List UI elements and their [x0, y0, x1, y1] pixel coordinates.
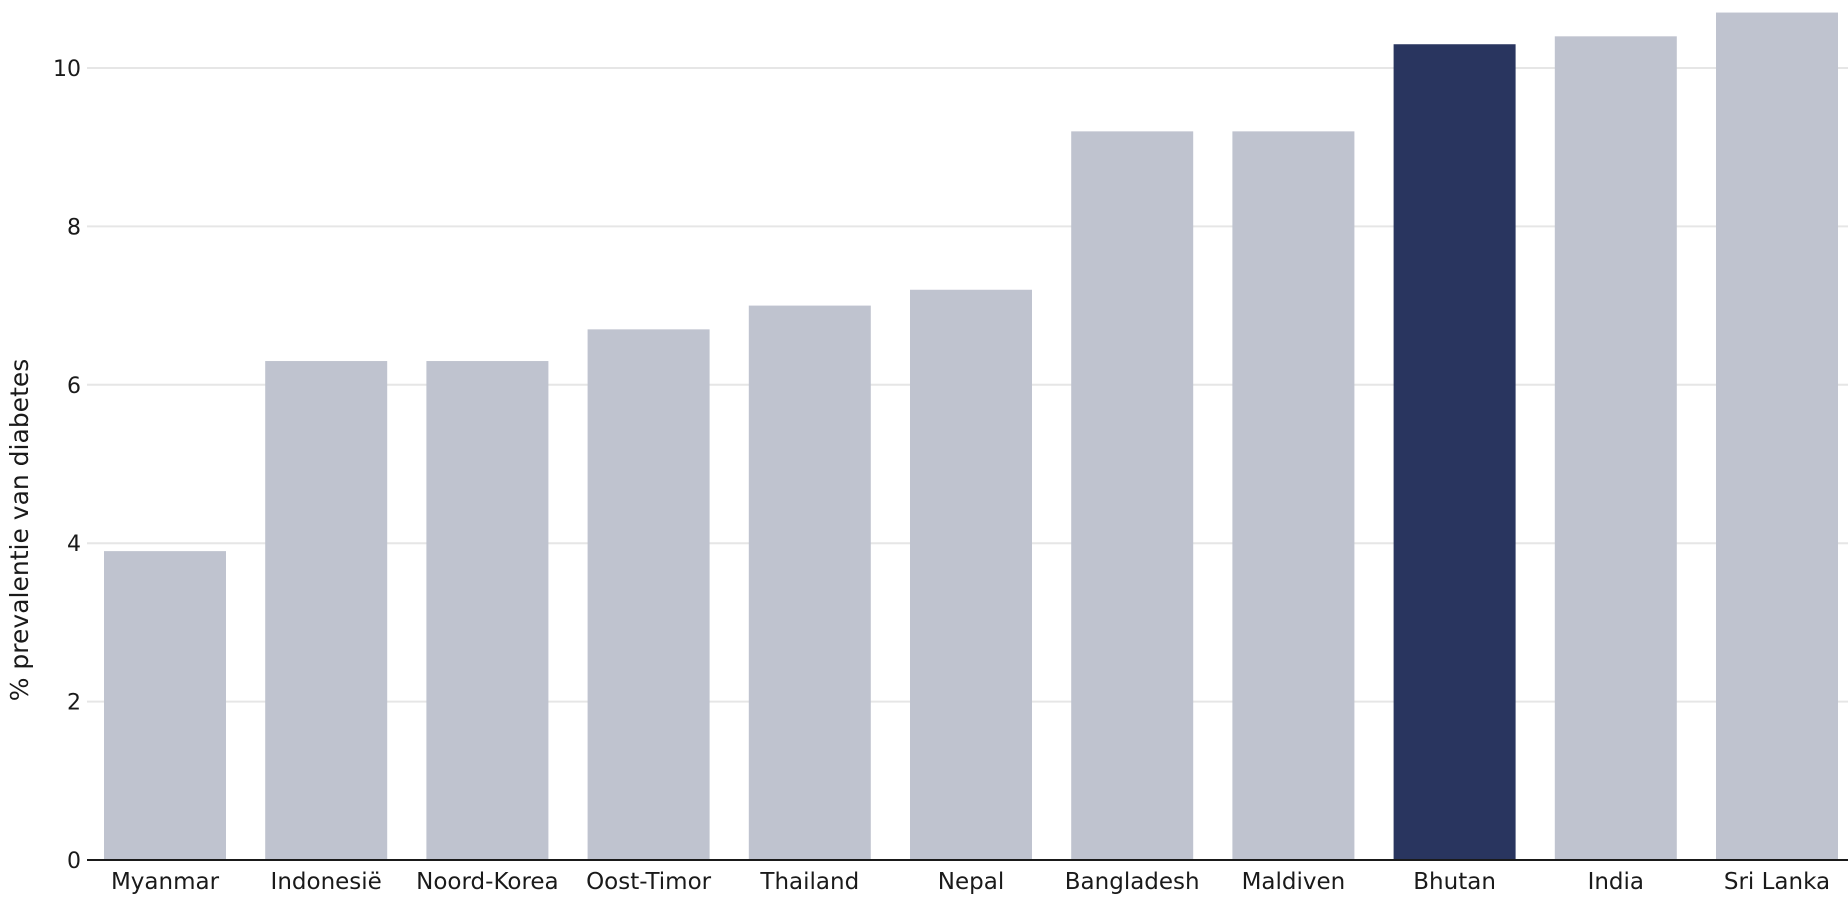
category-label-indonesie: Indonesië [271, 869, 382, 895]
bar-noord-korea [426, 361, 549, 860]
bar-india [1554, 36, 1677, 860]
y-tick-label: 0 [67, 849, 81, 874]
category-label-maldiven: Maldiven [1242, 869, 1346, 895]
y-tick-label: 8 [67, 215, 81, 240]
bar-thailand [748, 305, 871, 861]
category-label-noord-korea: Noord-Korea [416, 869, 559, 895]
category-label-sri-lanka: Sri Lanka [1724, 869, 1830, 895]
y-tick-label: 2 [67, 691, 81, 716]
category-label-nepal: Nepal [938, 869, 1004, 895]
y-tick-label: 6 [67, 374, 81, 399]
bar-nepal [910, 289, 1032, 860]
category-label-oost-timor: Oost-Timor [586, 869, 712, 895]
bar-maldiven [1232, 131, 1355, 861]
category-label-bangladesh: Bangladesh [1065, 869, 1200, 895]
bar-myanmar [104, 551, 226, 860]
bars [104, 12, 1838, 861]
y-tick-labels: 0 2 4 6 8 10 [53, 57, 81, 874]
category-label-thailand: Thailand [759, 869, 859, 895]
category-labels: Myanmar Indonesië Noord-Korea Oost-Timor Tha… [111, 869, 1830, 895]
category-label-myanmar: Myanmar [111, 869, 220, 895]
y-tick-label: 4 [67, 532, 81, 557]
bar-oost-timor [587, 329, 710, 860]
y-axis-title: % prevalentie van diabetes [5, 359, 34, 702]
bar-bhutan [1393, 44, 1516, 861]
category-label-india: India [1588, 869, 1644, 895]
category-label-bhutan: Bhutan [1413, 869, 1496, 895]
bar-sri-lanka [1716, 12, 1838, 861]
y-tick-label: 10 [53, 57, 81, 82]
bar-bangladesh [1071, 131, 1194, 861]
bar-indonesie [265, 361, 388, 860]
